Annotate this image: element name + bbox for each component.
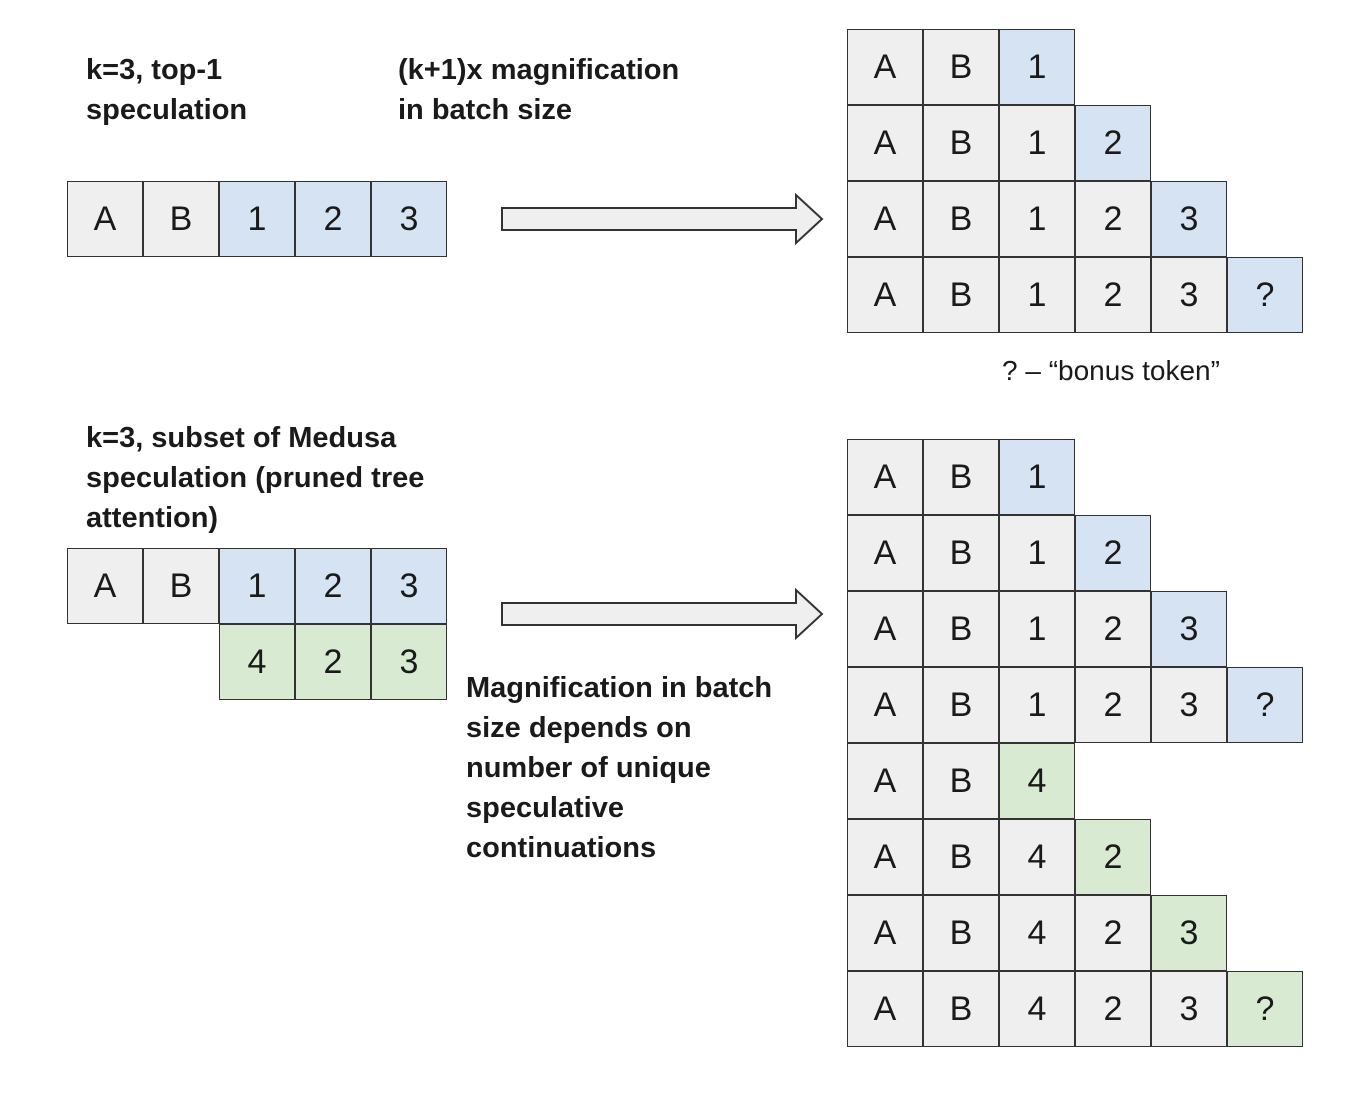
bottom-input-token-cell: 3 bbox=[371, 548, 447, 624]
bottom-input-token-cell: 3 bbox=[371, 624, 447, 700]
bottom-batch-token-cell: 4 bbox=[999, 819, 1075, 895]
bottom-batch-token-cell: A bbox=[847, 743, 923, 819]
bottom-input-token-cell: 2 bbox=[295, 624, 371, 700]
bottom-batch-token-cell: B bbox=[923, 895, 999, 971]
bottom-batch-token-cell: 1 bbox=[999, 439, 1075, 515]
bottom-arrow-icon bbox=[501, 588, 824, 640]
bottom-input-token-cell: B bbox=[143, 548, 219, 624]
bottom-batch-token-cell: B bbox=[923, 743, 999, 819]
bottom-magnification-label: Magnification in batch size depends on n… bbox=[466, 672, 773, 864]
bottom-input-token-cell: A bbox=[67, 548, 143, 624]
top-input-token-cell: 3 bbox=[371, 181, 447, 257]
bottom-batch-token-cell: 4 bbox=[999, 971, 1075, 1047]
top-batch-token-cell: B bbox=[923, 181, 999, 257]
bottom-batch-token-cell: 4 bbox=[999, 895, 1075, 971]
bottom-batch-token-cell: 2 bbox=[1075, 667, 1151, 743]
top-batch-token-cell: ? bbox=[1227, 257, 1303, 333]
bottom-batch-token-cell: ? bbox=[1227, 971, 1303, 1047]
bottom-batch-token-cell: A bbox=[847, 971, 923, 1047]
bottom-batch-token-cell: A bbox=[847, 439, 923, 515]
top-input-token-cell: B bbox=[143, 181, 219, 257]
top-batch-token-cell: 2 bbox=[1075, 105, 1151, 181]
top-batch-token-cell: A bbox=[847, 105, 923, 181]
top-batch-token-cell: 3 bbox=[1151, 181, 1227, 257]
top-magnification-label: (k+1)x magnification in batch size bbox=[398, 54, 680, 126]
bottom-batch-token-cell: B bbox=[923, 439, 999, 515]
top-batch-token-cell: B bbox=[923, 29, 999, 105]
top-speculation-label: k=3, top-1 speculation bbox=[86, 54, 248, 126]
bottom-batch-token-cell: A bbox=[847, 895, 923, 971]
bottom-batch-token-cell: 2 bbox=[1075, 591, 1151, 667]
bottom-input-token-cell: 2 bbox=[295, 548, 371, 624]
bottom-batch-token-cell: 2 bbox=[1075, 515, 1151, 591]
bottom-batch-token-cell: A bbox=[847, 667, 923, 743]
top-batch-token-cell: 2 bbox=[1075, 257, 1151, 333]
top-arrow-icon bbox=[501, 193, 824, 245]
bottom-batch-token-cell: B bbox=[923, 591, 999, 667]
top-batch-token-cell: 2 bbox=[1075, 181, 1151, 257]
top-batch-token-cell: A bbox=[847, 29, 923, 105]
top-batch-token-cell: 1 bbox=[999, 105, 1075, 181]
bottom-batch-token-cell: A bbox=[847, 819, 923, 895]
bottom-batch-token-cell: 1 bbox=[999, 591, 1075, 667]
bottom-batch-token-cell: A bbox=[847, 515, 923, 591]
bottom-batch-token-cell: 3 bbox=[1151, 971, 1227, 1047]
top-batch-token-cell: 1 bbox=[999, 29, 1075, 105]
top-input-token-cell: 2 bbox=[295, 181, 371, 257]
bottom-batch-token-cell: 1 bbox=[999, 515, 1075, 591]
bottom-input-token-cell: 4 bbox=[219, 624, 295, 700]
bottom-batch-token-cell: 4 bbox=[999, 743, 1075, 819]
top-batch-token-cell: A bbox=[847, 257, 923, 333]
bottom-speculation-label: k=3, subset of Medusa speculation (prune… bbox=[86, 422, 425, 534]
top-input-token-cell: 1 bbox=[219, 181, 295, 257]
bottom-batch-token-cell: 2 bbox=[1075, 819, 1151, 895]
bottom-input-token-cell: 1 bbox=[219, 548, 295, 624]
bottom-batch-token-cell: B bbox=[923, 819, 999, 895]
top-batch-token-cell: 1 bbox=[999, 257, 1075, 333]
bottom-batch-token-cell: ? bbox=[1227, 667, 1303, 743]
bottom-batch-token-cell: B bbox=[923, 971, 999, 1047]
top-batch-token-cell: 1 bbox=[999, 181, 1075, 257]
bottom-batch-token-cell: B bbox=[923, 667, 999, 743]
bottom-batch-token-cell: 3 bbox=[1151, 895, 1227, 971]
bottom-batch-token-cell: 3 bbox=[1151, 667, 1227, 743]
bottom-batch-token-cell: 1 bbox=[999, 667, 1075, 743]
bottom-batch-token-cell: 3 bbox=[1151, 591, 1227, 667]
bottom-batch-token-cell: A bbox=[847, 591, 923, 667]
top-input-token-cell: A bbox=[67, 181, 143, 257]
bottom-batch-token-cell: 2 bbox=[1075, 895, 1151, 971]
top-batch-token-cell: 3 bbox=[1151, 257, 1227, 333]
bottom-batch-token-cell: B bbox=[923, 515, 999, 591]
top-batch-token-cell: B bbox=[923, 257, 999, 333]
top-batch-token-cell: B bbox=[923, 105, 999, 181]
bonus-token-note: ? – “bonus token” bbox=[1002, 355, 1220, 386]
bottom-batch-token-cell: 2 bbox=[1075, 971, 1151, 1047]
top-batch-token-cell: A bbox=[847, 181, 923, 257]
